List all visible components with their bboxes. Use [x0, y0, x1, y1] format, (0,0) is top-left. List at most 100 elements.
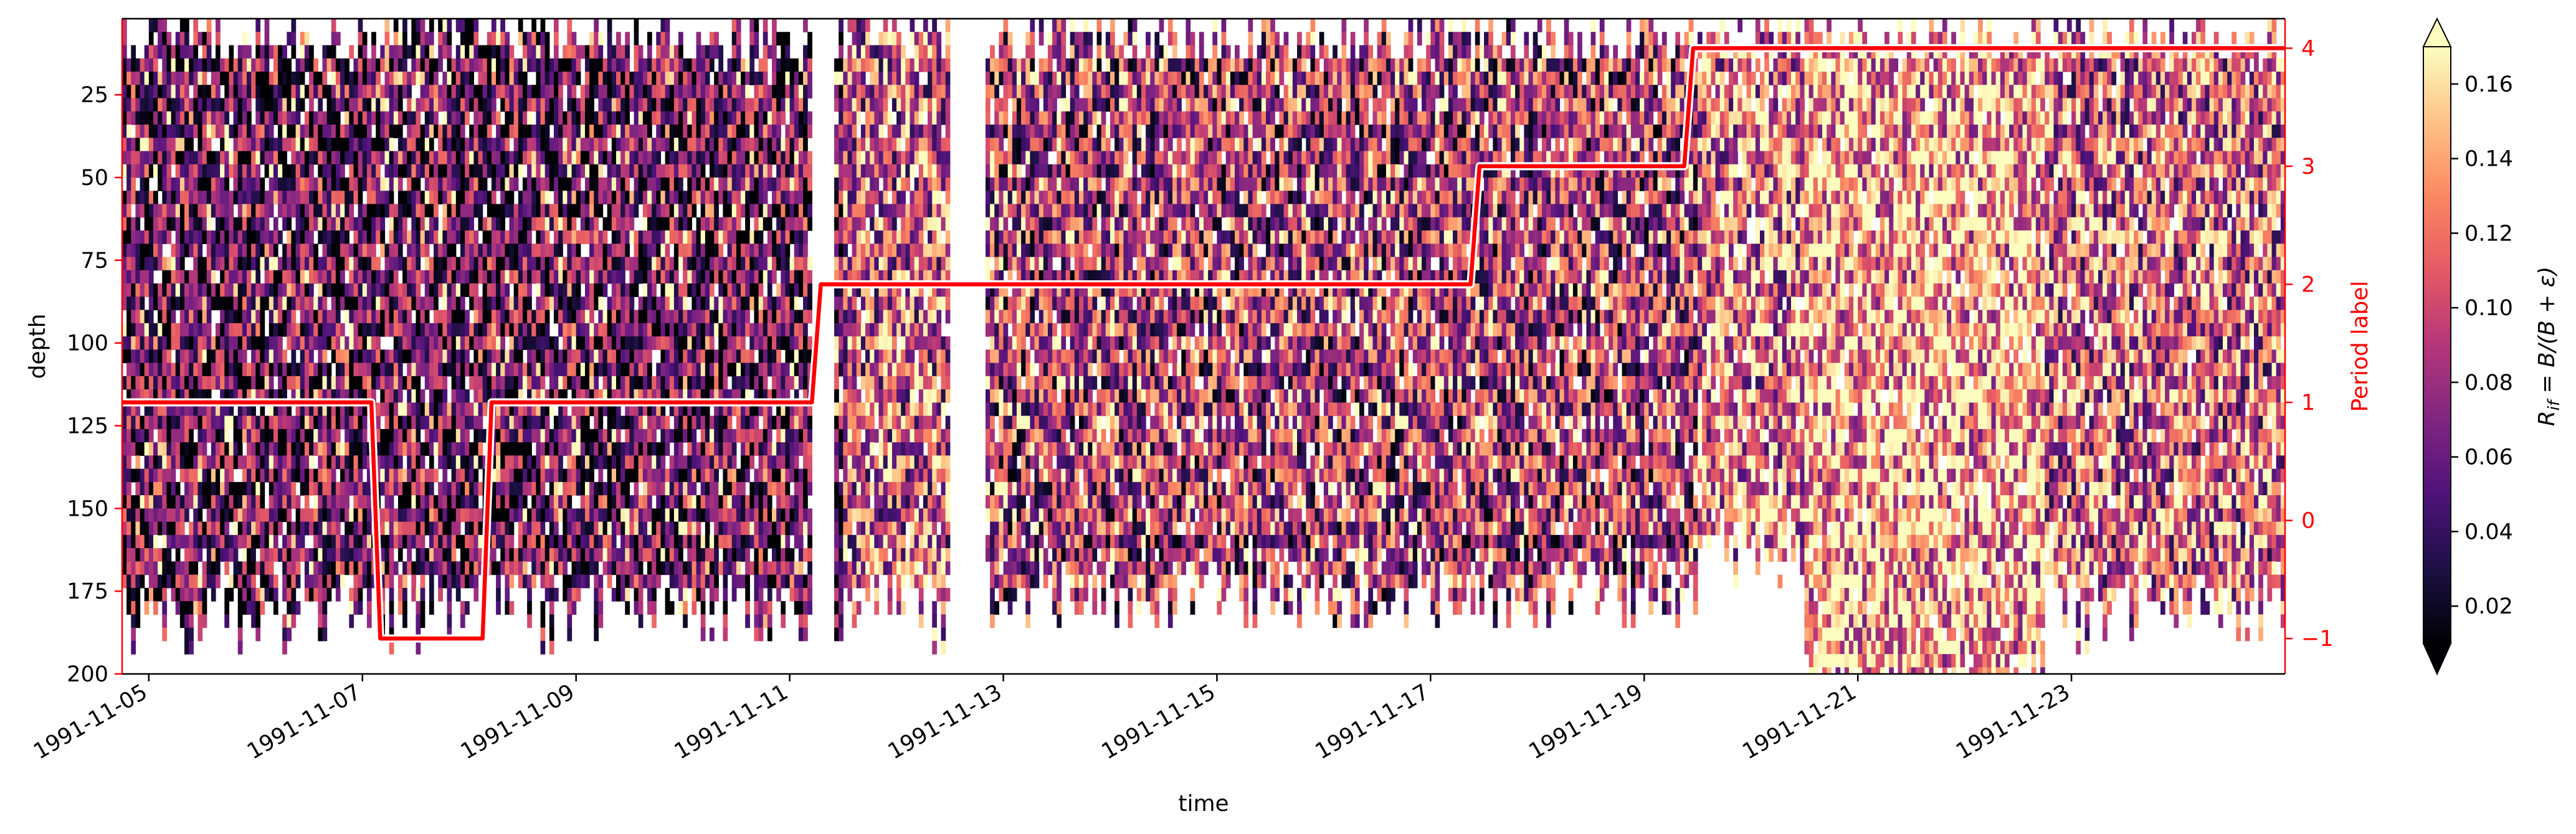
heatmap-cell	[442, 363, 448, 377]
heatmap-cell	[647, 270, 652, 284]
heatmap-cell	[531, 429, 536, 443]
heatmap-cell	[229, 402, 234, 417]
heatmap-cell	[380, 85, 386, 99]
heatmap-cell	[162, 138, 168, 152]
heatmap-cell	[322, 138, 328, 152]
heatmap-cell	[647, 336, 652, 350]
heatmap-cell	[131, 561, 136, 576]
heatmap-cell	[567, 587, 573, 602]
heatmap-cell	[438, 138, 443, 152]
heatmap-cell	[647, 601, 652, 615]
heatmap-cell	[505, 310, 510, 324]
heatmap-cell	[193, 455, 199, 470]
heatmap-cell	[193, 45, 199, 59]
heatmap-cell	[224, 561, 230, 576]
heatmap-cell	[362, 323, 368, 337]
heatmap-cell	[153, 363, 158, 377]
heatmap-cell	[429, 138, 434, 152]
heatmap-cell	[269, 191, 274, 205]
heatmap-cell	[291, 468, 297, 483]
heatmap-cell	[366, 376, 372, 390]
heatmap-cell	[518, 204, 523, 218]
heatmap-cell	[153, 164, 158, 178]
heatmap-cell	[625, 72, 630, 85]
heatmap-cell	[487, 336, 492, 350]
heatmap-cell	[407, 191, 412, 205]
heatmap-cell	[634, 481, 639, 496]
heatmap-cell	[295, 574, 301, 589]
heatmap-cell	[366, 534, 372, 549]
heatmap-cell	[665, 442, 670, 456]
heatmap-cell	[447, 601, 452, 615]
heatmap-cell	[162, 587, 168, 602]
heatmap-cell	[411, 574, 417, 589]
heatmap-cell	[531, 468, 536, 483]
heatmap-cell	[567, 534, 573, 549]
heatmap-cell	[536, 336, 541, 350]
heatmap-cell	[229, 548, 234, 562]
heatmap-cell	[126, 521, 131, 536]
heatmap-cell	[171, 521, 176, 536]
heatmap-cell	[473, 244, 479, 258]
heatmap-cell	[558, 561, 563, 576]
heatmap-cell	[304, 336, 310, 350]
heatmap-cell	[304, 415, 310, 430]
heatmap-cell	[536, 125, 541, 138]
heatmap-cell	[580, 296, 586, 311]
heatmap-cell	[447, 310, 452, 324]
heatmap-cell	[144, 389, 150, 403]
heatmap-cell	[349, 587, 354, 602]
heatmap-cell	[625, 85, 630, 99]
heatmap-cell	[158, 125, 163, 138]
heatmap-cell	[473, 270, 479, 284]
heatmap-cell	[251, 151, 256, 165]
heatmap-cell	[478, 191, 483, 205]
heatmap-cell	[384, 415, 390, 430]
heatmap-cell	[211, 283, 216, 297]
heatmap-cell	[625, 125, 630, 138]
heatmap-cell	[389, 601, 394, 615]
heatmap-cell	[318, 561, 323, 576]
heatmap-cell	[331, 376, 336, 390]
heatmap-cell	[584, 111, 590, 125]
heatmap-cell	[376, 204, 381, 218]
heatmap-cell	[652, 389, 657, 403]
heatmap-cell	[144, 442, 150, 456]
heatmap-cell	[478, 521, 483, 536]
heatmap-cell	[416, 495, 421, 509]
heatmap-cell	[438, 349, 443, 364]
heatmap-cell	[478, 98, 483, 112]
heatmap-cell	[424, 125, 430, 138]
heatmap-cell	[594, 111, 599, 125]
heatmap-cell	[496, 138, 501, 152]
heatmap-cell	[434, 323, 439, 337]
heatmap-cell	[518, 455, 523, 470]
heatmap-cell	[442, 376, 448, 390]
heatmap-cell	[416, 455, 421, 470]
heatmap-cell	[536, 495, 541, 509]
heatmap-cell	[304, 191, 310, 205]
heatmap-cell	[469, 151, 474, 165]
heatmap-cell	[318, 574, 323, 589]
heatmap-cell	[531, 534, 536, 549]
heatmap-cell	[140, 151, 145, 165]
heatmap-cell	[331, 164, 336, 178]
heatmap-cell	[589, 270, 594, 284]
heatmap-cell	[491, 455, 497, 470]
heatmap-cell	[424, 468, 430, 483]
heatmap-cell	[318, 349, 323, 364]
heatmap-cell	[291, 415, 297, 430]
heatmap-cell	[589, 178, 594, 191]
heatmap-cell	[233, 283, 239, 297]
heatmap-cell	[148, 376, 154, 390]
heatmap-cell	[251, 561, 256, 576]
heatmap-cell	[642, 178, 648, 191]
heatmap-cell	[567, 217, 573, 231]
heatmap-cell	[376, 230, 381, 244]
heatmap-cell	[487, 230, 492, 244]
heatmap-cell	[620, 85, 625, 99]
heatmap-cell	[179, 85, 185, 99]
heatmap-cell	[287, 32, 292, 46]
heatmap-cell	[326, 587, 332, 602]
heatmap-cell	[531, 164, 536, 178]
